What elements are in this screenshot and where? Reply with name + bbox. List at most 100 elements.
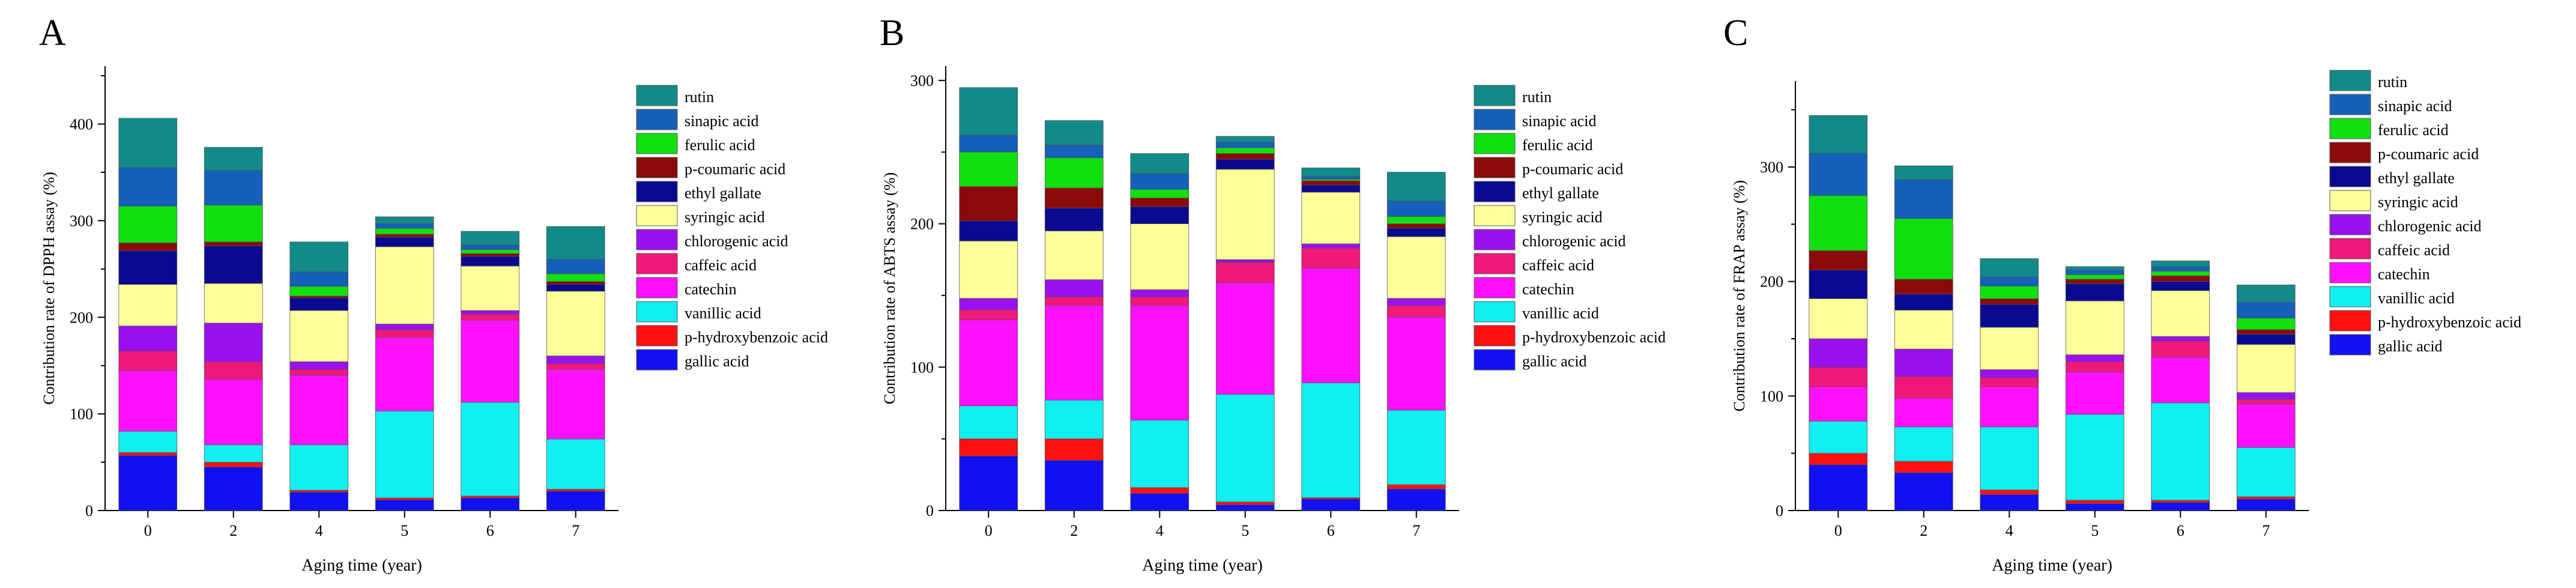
bar-segment-sinapic-acid [1215,142,1275,148]
bar-segment-syringic-acid [1386,236,1446,299]
bar-segment-gallic-acid [1980,494,2039,511]
bar-segment-p-coumaric-acid [461,253,520,257]
bar-segment-sinapic-acid [1044,144,1104,159]
legend-swatch [1474,85,1516,106]
y-tick-label: 400 [70,116,93,133]
bar-segment-gallic-acid [2236,499,2296,511]
bar-segment-catechin [1809,386,1868,422]
y-tick-label: 100 [70,405,93,423]
x-tick-label: 2 [1920,522,1927,539]
bar-segment-p-hydroxybenzoic-acid [1894,461,1953,473]
bar-segment-ferulic-acid [375,228,434,235]
bar-segment-chlorogenic-acid [1130,289,1190,297]
legend-swatch [2329,334,2371,356]
y-tick-label: 300 [910,72,934,89]
legend-label: chlorogenic acid [1522,232,1626,250]
bar-segment-chlorogenic-acid [289,361,349,370]
bar-segment-vanillic-acid [2151,402,2210,501]
legend-swatch [1474,205,1516,226]
bar-segment-ferulic-acid [118,205,178,243]
legend-swatch [1474,157,1516,178]
bar-segment-syringic-acid [546,291,605,357]
bar-segment-catechin [1215,282,1275,395]
bar-segment-catechin [959,320,1018,407]
bar-segment-rutin [289,241,349,273]
bar-segment-rutin [204,147,263,171]
y-tick-label: 0 [1776,502,1783,520]
legend-label: gallic acid [685,353,749,370]
legend-swatch [2329,94,2371,115]
bar-segment-sinapic-acid [204,170,263,206]
legend-swatch [636,301,678,323]
x-tick-label: 7 [2262,522,2270,539]
bar-segment-gallic-acid [1215,505,1275,511]
y-tick-label: 200 [70,309,93,326]
bar-segment-gallic-acid [546,491,605,511]
bar-segment-ethyl-gallate [1215,159,1275,170]
legend-swatch [1474,133,1516,154]
bar-segment-gallic-acid [375,499,434,511]
bar-segment-catechin [1386,317,1446,411]
bar-segment-syringic-acid [1215,169,1275,260]
bar-segment-syringic-acid [1044,231,1104,280]
y-tick-label: 200 [910,216,934,233]
legend-label: sinapic acid [685,112,758,130]
bar-segment-caffeic-acid [1301,247,1361,268]
bar-segment-p-hydroxybenzoic-acid [2151,500,2210,503]
x-tick-label: 6 [486,522,494,539]
bar-segment-p-hydroxybenzoic-acid [1809,453,1868,465]
bar-segment-rutin [1386,172,1446,201]
bar-segment-catechin [289,375,349,446]
bar-segment-ferulic-acid [1894,218,1953,280]
legend-swatch [1474,229,1516,250]
bar-segment-syringic-acid [375,246,434,324]
bar-segment-catechin [1301,268,1361,383]
bar-segment-syringic-acid [1980,327,2039,370]
bar-segment-chlorogenic-acid [1809,338,1868,368]
legend-label: syringic acid [1522,208,1603,226]
bar-segment-gallic-acid [1386,488,1446,511]
legend-swatch [2329,286,2371,308]
bar-segment-p-coumaric-acid [1894,279,1953,295]
bar-segment-vanillic-acid [1215,394,1275,503]
bar-segment-ethyl-gallate [546,284,605,292]
bar-segment-syringic-acid [2151,290,2210,337]
legend-label: caffeic acid [2378,241,2450,259]
bar-segment-catechin [2236,404,2296,448]
bar-segment-sinapic-acid [289,271,349,287]
bar-segment-ethyl-gallate [1894,294,1953,311]
bar-segment-vanillic-acid [1386,410,1446,485]
bar-segment-p-hydroxybenzoic-acid [461,496,520,499]
panel-a: A 0 100 200 300 400 0 2 4 5 6 7 Aging time (year) Co… [0,0,853,585]
legend-label: ethyl gallate [1522,184,1599,202]
bar-segment-p-hydroxybenzoic-acid [1044,438,1104,461]
bar-segment-ethyl-gallate [1301,184,1361,193]
bar-segment-syringic-acid [461,265,520,311]
bar-segment-vanillic-acid [1130,420,1190,488]
legend-swatch [1474,181,1516,202]
bar-segment-ethyl-gallate [959,220,1018,241]
bar-segment-ethyl-gallate [461,256,520,267]
bar-segment-vanillic-acid [2236,447,2296,497]
x-axis-label: Aging time (year) [1142,556,1263,575]
panel-c-label: C [1723,13,1749,53]
bar-segment-vanillic-acid [1894,426,1953,462]
bar-segment-rutin [461,231,520,246]
legend-swatch [2329,142,2371,163]
legend-swatch [636,109,678,130]
bar-segment-p-hydroxybenzoic-acid [1386,484,1446,489]
bar-segment-syringic-acid [959,240,1018,299]
bar-segment-p-coumaric-acid [2151,275,2210,282]
bar-segment-caffeic-acid [461,314,520,321]
panel-b: B 0 100 200 300 0 2 4 5 6 7 Aging time (year) Contr… [859,0,1717,585]
bar-segment-p-coumaric-acid [959,186,1018,222]
x-tick-label: 7 [572,522,579,539]
bar-segment-chlorogenic-acid [461,310,520,315]
bar-segment-ethyl-gallate [375,237,434,247]
bar-segment-syringic-acid [2236,344,2296,393]
bar-segment-chlorogenic-acid [204,323,263,362]
bar-segment-syringic-acid [204,283,263,324]
bar-segment-p-coumaric-acid [2236,329,2296,335]
panel-a-label: A [39,13,66,53]
y-tick-label: 0 [85,502,93,520]
